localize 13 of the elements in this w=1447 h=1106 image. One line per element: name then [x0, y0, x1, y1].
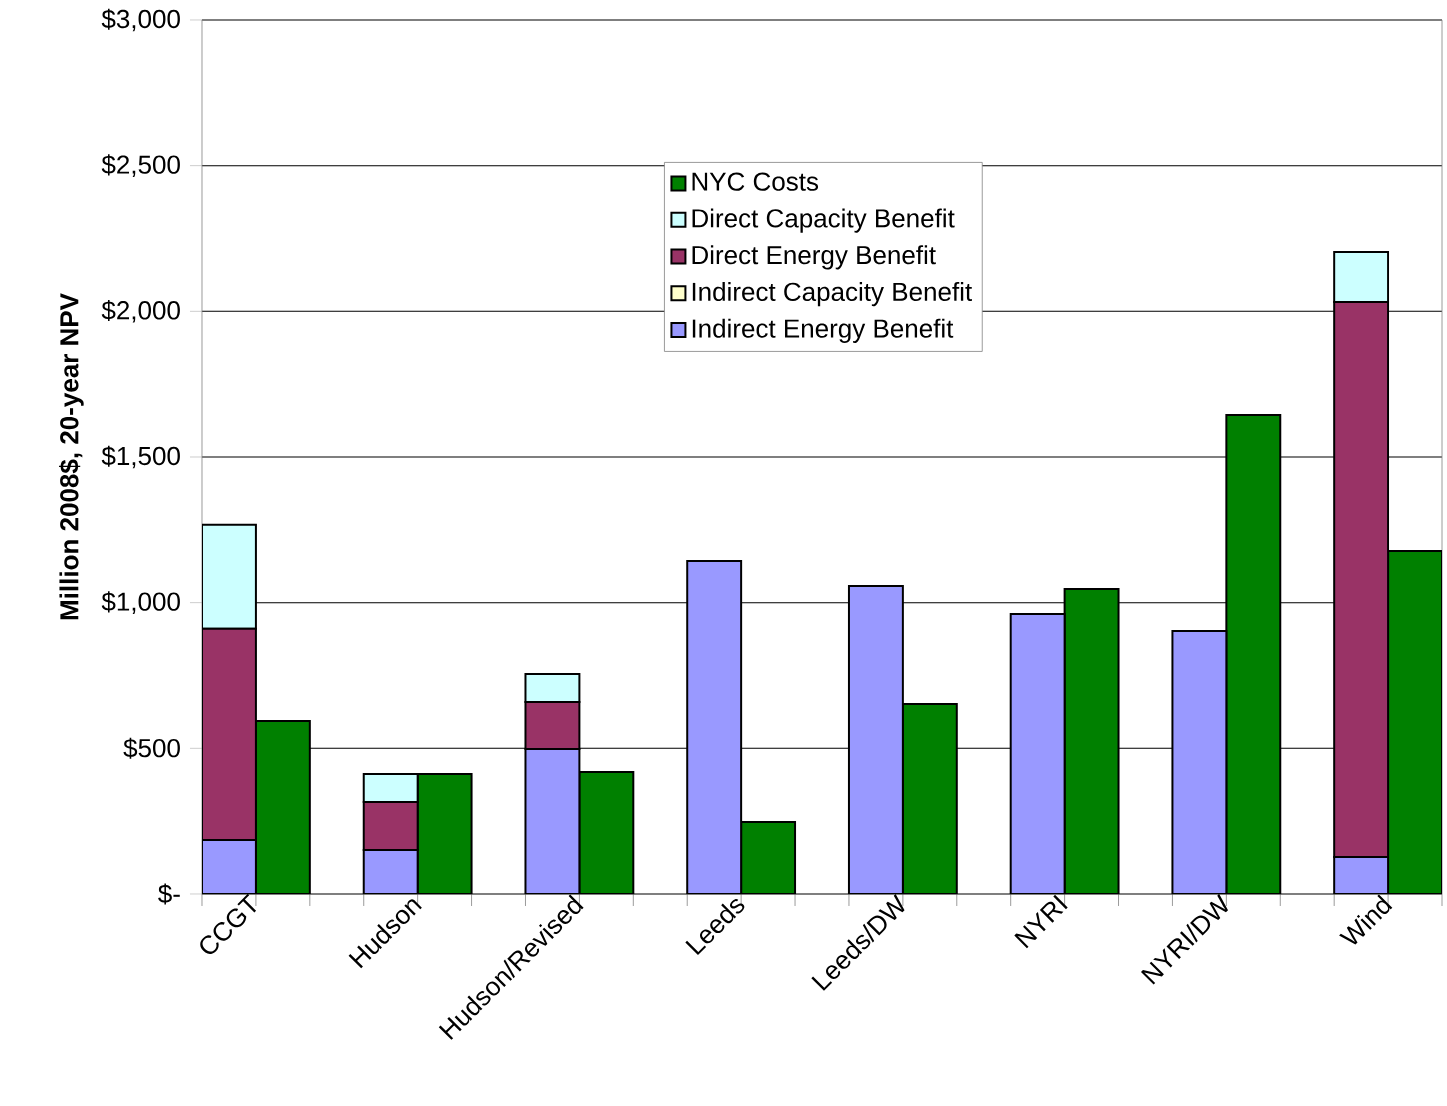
y-tick-label: $1,500: [101, 445, 180, 469]
y-tick-label: $2,500: [101, 154, 180, 177]
y-axis-title: Million 2008$, 20-year NPV: [58, 293, 84, 620]
legend-label: Indirect Capacity Benefit: [692, 281, 972, 307]
y-tick-label: $1,000: [101, 591, 180, 614]
legend-label: Direct Capacity Benefit: [692, 208, 955, 233]
legend-label: Direct Energy Benefit: [692, 245, 936, 270]
y-tick-label: $3,000: [101, 8, 180, 32]
legend-label: Indirect Energy Benefit: [692, 318, 954, 343]
legend-label: NYC Costs: [692, 172, 819, 191]
y-tick-label: $-: [158, 883, 180, 905]
y-tick-label: $500: [123, 737, 180, 759]
y-tick-label: $2,000: [101, 300, 180, 323]
